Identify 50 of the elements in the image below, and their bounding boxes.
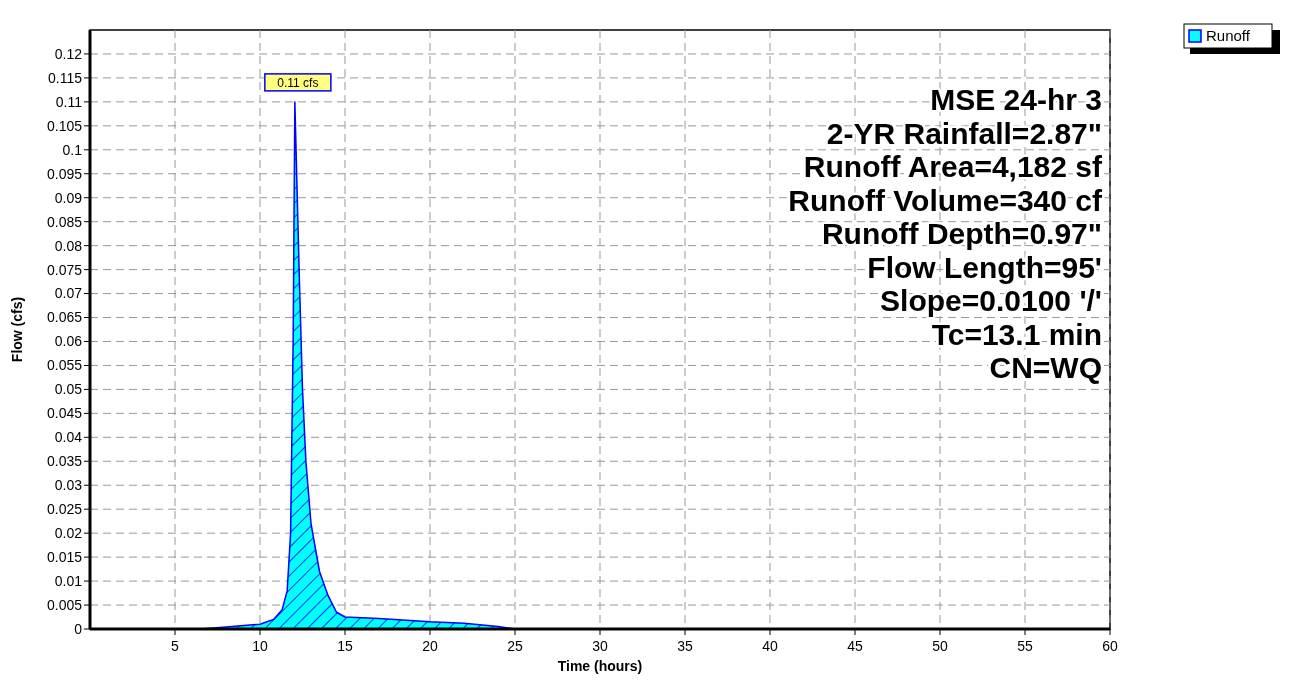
annotation: CN=WQ: [989, 351, 1102, 384]
y-tick-label: 0.025: [46, 501, 83, 518]
y-tick-label: 0.015: [46, 549, 83, 566]
x-tick-label: 15: [337, 638, 353, 654]
x-tick-label: 60: [1102, 638, 1118, 654]
x-tick-label: 35: [677, 638, 693, 654]
y-tick-label: 0: [74, 620, 83, 637]
annotation: Runoff Volume=340 cf: [788, 183, 1103, 217]
y-tick-label: 0.06: [54, 333, 83, 350]
y-tick-label: 0.07: [54, 285, 83, 302]
x-tick-label: 45: [847, 638, 863, 654]
x-tick-label: 50: [932, 638, 948, 654]
x-tick-label: 25: [507, 638, 523, 654]
annotation: Slope=0.0100 '/': [880, 284, 1102, 317]
y-tick-label: 0.045: [46, 405, 83, 422]
y-axis-title: Flow (cfs): [9, 296, 25, 363]
x-axis-title: Time (hours): [557, 658, 643, 674]
y-tick-label: 0.09: [54, 189, 83, 206]
annotation: Flow Length=95': [867, 250, 1102, 284]
annotation: MSE 24-hr 3: [930, 83, 1102, 116]
y-tick-label: 0.1: [62, 141, 83, 158]
y-tick-label: 0.03: [54, 477, 83, 494]
y-tick-label: 0.115: [48, 69, 83, 86]
y-tick-label: 0.005: [46, 596, 83, 613]
y-tick-label: 0.05: [54, 381, 83, 398]
y-tick-label: 0.095: [46, 165, 83, 182]
x-tick-label: 55: [1017, 638, 1033, 654]
x-tick-label: 10: [252, 638, 268, 654]
legend-label: Runoff: [1206, 27, 1251, 44]
y-tick-label: 0.035: [46, 453, 83, 470]
annotation: Runoff Depth=0.97": [821, 217, 1102, 250]
y-tick-label: 0.075: [46, 261, 83, 278]
x-tick-label: 5: [171, 638, 180, 654]
y-tick-label: 0.105: [46, 117, 83, 134]
y-tick-label: 0.12: [54, 45, 83, 62]
x-tick-label: 40: [762, 638, 778, 654]
annotation: Runoff Area=4,182 sf: [803, 150, 1104, 183]
y-tick-label: 0.065: [46, 309, 83, 326]
annotation: Tc=13.1 min: [931, 317, 1102, 351]
y-tick-label: 0.11: [55, 93, 83, 110]
y-tick-label: 0.055: [46, 357, 83, 374]
x-tick-label: 30: [592, 638, 608, 654]
y-tick-label: 0.02: [54, 525, 83, 542]
y-tick-label: 0.04: [54, 429, 83, 446]
annotation: 0.11 cfs: [277, 75, 319, 90]
x-tick-label: 20: [422, 638, 438, 654]
annotation: 2-YR Rainfall=2.87": [826, 116, 1102, 150]
y-tick-label: 0.01: [54, 572, 83, 589]
y-tick-label: 0.08: [54, 237, 83, 254]
y-tick-label: 0.085: [46, 213, 83, 230]
